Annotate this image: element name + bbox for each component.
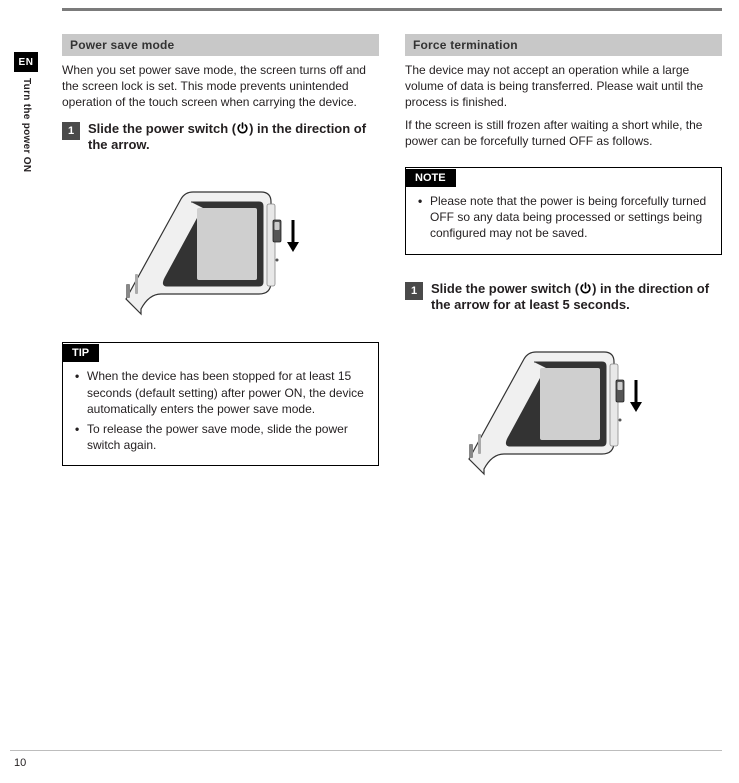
right-column: Force termination The device may not acc… <box>405 34 722 496</box>
step-instruction: Slide the power switch () in the directi… <box>88 121 379 155</box>
tip-item: To release the power save mode, slide th… <box>75 421 366 453</box>
side-tab: EN Turn the power ON <box>14 52 38 172</box>
lang-badge: EN <box>14 52 38 72</box>
slide-arrow-icon <box>287 220 299 252</box>
slide-arrow-icon <box>630 380 642 412</box>
note-list: Please note that the power is being forc… <box>406 187 721 242</box>
page-number: 10 <box>14 757 26 769</box>
device-figure-left <box>62 164 379 324</box>
device-figure-right <box>405 324 722 484</box>
tip-list: When the device has been stopped for at … <box>63 362 378 453</box>
device-illustration <box>464 324 664 484</box>
section-header-force-termination: Force termination <box>405 34 722 56</box>
step-number: 1 <box>62 122 80 140</box>
intro-text: The device may not accept an operation w… <box>405 62 722 111</box>
section-label: Turn the power ON <box>21 78 32 172</box>
device-illustration <box>121 164 321 324</box>
step-text-a: Slide the power switch ( <box>88 121 236 136</box>
section-header-power-save: Power save mode <box>62 34 379 56</box>
step-number: 1 <box>405 282 423 300</box>
step-text-a: Slide the power switch ( <box>431 281 579 296</box>
tip-item: When the device has been stopped for at … <box>75 368 366 417</box>
note-item: Please note that the power is being forc… <box>418 193 709 242</box>
manual-page: EN Turn the power ON Power save mode Whe… <box>0 0 739 783</box>
step-instruction: Slide the power switch () in the directi… <box>431 281 722 315</box>
step-1: 1 Slide the power switch () in the direc… <box>62 121 379 155</box>
tip-box: TIP When the device has been stopped for… <box>62 342 379 466</box>
content-columns: Power save mode When you set power save … <box>62 34 722 496</box>
bottom-rule <box>10 750 722 751</box>
top-rule <box>62 8 722 11</box>
power-icon <box>236 122 249 135</box>
intro-text-2: If the screen is still frozen after wait… <box>405 117 722 149</box>
step-1: 1 Slide the power switch () in the direc… <box>405 281 722 315</box>
note-label: NOTE <box>405 169 456 187</box>
tip-label: TIP <box>62 344 99 362</box>
intro-text: When you set power save mode, the screen… <box>62 62 379 111</box>
left-column: Power save mode When you set power save … <box>62 34 379 496</box>
power-icon <box>579 282 592 295</box>
note-box: NOTE Please note that the power is being… <box>405 167 722 255</box>
